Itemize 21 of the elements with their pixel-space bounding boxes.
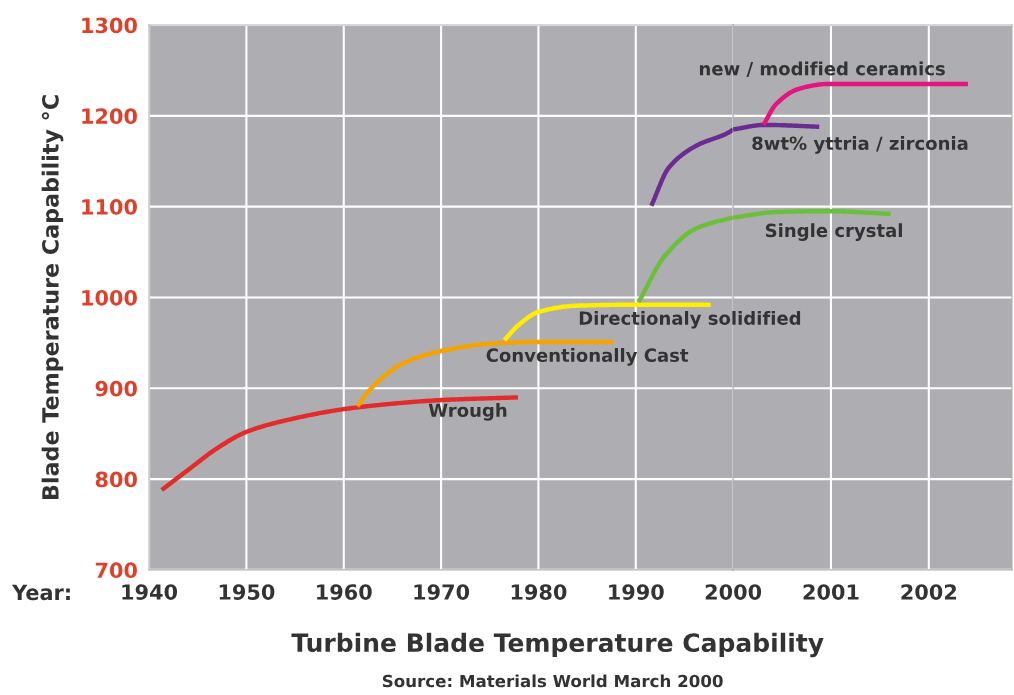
text: Year:	[11, 584, 70, 601]
y-axis-title: Blade Temperature Capability °C	[41, 95, 64, 499]
x-tick-label: 1940	[122, 584, 178, 600]
y-tick-label: 1100	[82, 199, 137, 215]
series-label: Single crystal	[765, 223, 902, 241]
x-tick-label: 1970	[414, 584, 470, 600]
x-tick-label: 2002	[901, 584, 956, 600]
y-tick-label: 1000	[82, 289, 137, 306]
y-tick-label: 1300	[82, 17, 137, 34]
x-tick-label: 1960	[317, 584, 372, 600]
x-tick-label: 2000	[705, 584, 762, 600]
y-tick-label: 800	[95, 471, 137, 488]
x-tick-label: 1990	[609, 584, 664, 600]
x-tick-label: 1950	[219, 584, 275, 600]
x-tick-label: 2001	[803, 584, 859, 600]
y-tick-label: 700	[95, 562, 137, 579]
source-note: Source: Materials World March 2000	[382, 674, 723, 688]
x-tick-label: 1980	[511, 584, 567, 600]
y-tick-label: 900	[95, 380, 137, 397]
y-tick-label: 1200	[82, 108, 137, 125]
x-axis-title: Turbine Blade Temperature Capability	[291, 632, 824, 658]
